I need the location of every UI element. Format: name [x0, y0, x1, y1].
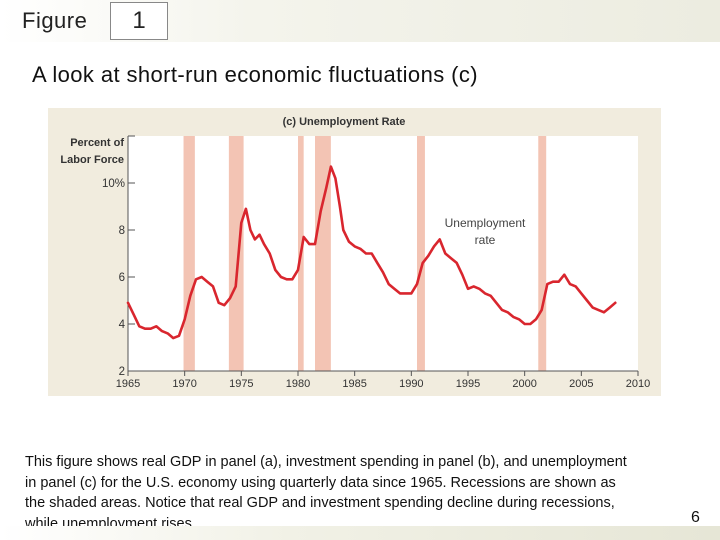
axes: 1965 1970 1975 1980 1985 1990 1995 2000 2005 2010…: [102, 135, 650, 390]
y-tick-label: 8: [119, 225, 125, 237]
unemployment-chart: 1965 1970 1975 1980 1985 1990 1995 2000 2005 2010…: [60, 116, 650, 390]
chart-panel: 1965 1970 1975 1980 1985 1990 1995 2000 2005 2010…: [48, 108, 661, 396]
x-tick-label: 1975: [229, 378, 253, 390]
caption: This figure shows real GDP in panel (a),…: [25, 452, 697, 534]
chart-title: (c) Unemployment Rate: [283, 116, 406, 128]
recession-band: [315, 136, 331, 371]
unemployment-annotation-line-2: rate: [475, 233, 496, 247]
plot-area: [128, 136, 638, 371]
y-axis-label-line-2: Labor Force: [60, 154, 124, 166]
page-number: 6: [691, 509, 700, 526]
figure-label: Figure: [22, 8, 88, 33]
x-tick-label: 1990: [399, 378, 423, 390]
x-tick-label: 1970: [172, 378, 196, 390]
recession-band: [183, 136, 195, 371]
figure-number: 1: [110, 2, 168, 40]
recession-band: [417, 136, 425, 371]
y-tick-label: 4: [119, 319, 126, 331]
unemployment-annotation-line-1: Unemployment: [445, 216, 526, 230]
unemployment-rate-line: [126, 165, 617, 340]
x-tick-label: 1980: [286, 378, 310, 390]
recession-band: [538, 136, 547, 371]
footer-band: [0, 526, 720, 540]
caption-line: in panel (c) for the U.S. economy using …: [25, 474, 616, 491]
y-tick-label: 6: [119, 272, 125, 284]
x-tick-label: 1985: [342, 378, 366, 390]
y-tick-label: 2: [119, 366, 125, 378]
x-tick-label: 1965: [116, 378, 140, 390]
recession-band: [228, 136, 244, 371]
caption-line: This figure shows real GDP in panel (a),…: [25, 454, 627, 470]
y-tick-label: 10%: [102, 178, 125, 190]
x-tick-label: 2010: [626, 378, 650, 390]
x-tick-label: 1995: [456, 378, 480, 390]
caption-line: the shaded areas. Notice that real GDP a…: [25, 495, 615, 511]
header-band: [0, 0, 720, 42]
x-tick-label: 2000: [512, 378, 536, 390]
page-title: A look at short-run economic fluctuation…: [32, 62, 478, 87]
y-axis-label-line-1: Percent of: [70, 137, 124, 149]
x-tick-label: 2005: [569, 378, 593, 390]
series-lines: [126, 165, 617, 340]
